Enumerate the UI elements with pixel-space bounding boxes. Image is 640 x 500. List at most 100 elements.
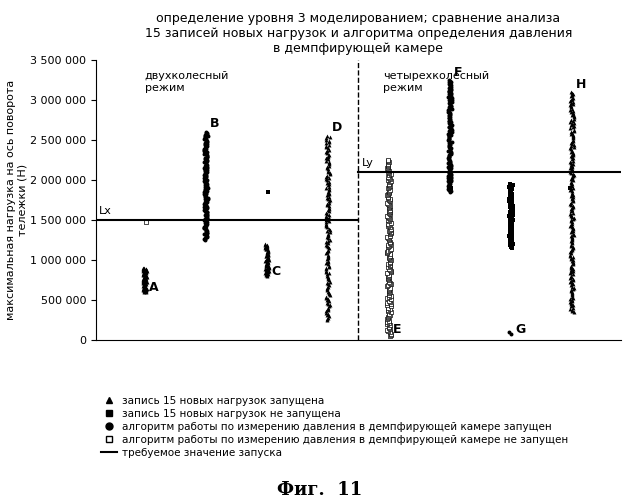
- Point: [383, 306, 393, 314]
- Point: [323, 280, 333, 288]
- Point: [565, 274, 575, 281]
- Point: [444, 137, 454, 145]
- Point: [506, 244, 516, 252]
- Point: [444, 186, 454, 194]
- Point: [383, 235, 394, 243]
- Point: [445, 170, 456, 178]
- Point: [323, 195, 333, 203]
- Point: [568, 225, 579, 233]
- Point: [202, 142, 212, 150]
- Point: [383, 236, 394, 244]
- Point: [262, 244, 272, 252]
- Point: [506, 213, 516, 221]
- Point: [444, 134, 454, 142]
- Point: [140, 280, 150, 288]
- Point: [384, 203, 394, 211]
- Point: [565, 262, 575, 270]
- Point: [446, 131, 456, 139]
- Point: [324, 169, 335, 177]
- Point: [445, 162, 456, 170]
- Point: [199, 223, 209, 231]
- Point: [383, 157, 393, 165]
- Point: [323, 166, 333, 173]
- Point: [566, 290, 577, 298]
- Point: [566, 212, 576, 220]
- Point: [201, 150, 211, 158]
- Point: [565, 268, 575, 276]
- Point: [565, 298, 575, 306]
- Point: [566, 240, 577, 248]
- Point: [321, 266, 332, 274]
- Point: [565, 270, 575, 278]
- Point: [568, 184, 578, 192]
- Point: [141, 278, 152, 285]
- Point: [567, 296, 577, 304]
- Text: A: A: [149, 280, 159, 293]
- Point: [200, 155, 211, 163]
- Point: [199, 147, 209, 155]
- Point: [504, 182, 515, 190]
- Point: [384, 290, 394, 298]
- Point: [141, 218, 151, 226]
- Text: четырехколесный
режим: четырехколесный режим: [383, 71, 489, 93]
- Point: [566, 287, 576, 295]
- Point: [383, 287, 394, 295]
- Point: [140, 283, 150, 291]
- Point: [385, 308, 396, 316]
- Point: [384, 207, 394, 215]
- Point: [445, 120, 455, 128]
- Point: [139, 280, 149, 288]
- Point: [565, 200, 575, 207]
- Point: [199, 216, 209, 224]
- Point: [138, 273, 148, 281]
- Point: [565, 158, 575, 166]
- Point: [321, 294, 332, 302]
- Point: [324, 278, 335, 285]
- Point: [444, 82, 454, 90]
- Point: [445, 178, 455, 186]
- Point: [324, 182, 335, 190]
- Point: [568, 131, 579, 139]
- Point: [322, 172, 332, 179]
- Point: [504, 226, 515, 234]
- Point: [323, 252, 333, 260]
- Point: [202, 136, 212, 144]
- Point: [566, 262, 576, 270]
- Point: [446, 150, 456, 158]
- Point: [566, 235, 577, 243]
- Point: [324, 189, 334, 197]
- Point: [201, 135, 211, 143]
- Point: [200, 139, 211, 147]
- Point: [202, 132, 212, 140]
- Point: [323, 216, 333, 224]
- Point: [324, 185, 334, 193]
- Point: [385, 206, 396, 214]
- Point: [567, 307, 577, 315]
- Point: [202, 152, 212, 160]
- Point: [383, 241, 394, 249]
- Point: [383, 181, 394, 189]
- Point: [383, 184, 394, 192]
- Point: [201, 197, 211, 205]
- Point: [446, 82, 456, 90]
- Point: [508, 218, 518, 226]
- Point: [202, 154, 212, 162]
- Point: [139, 270, 149, 278]
- Point: [568, 94, 578, 102]
- Point: [321, 218, 332, 226]
- Point: [568, 160, 578, 168]
- Point: [567, 288, 577, 296]
- Point: [140, 268, 150, 276]
- Point: [202, 180, 212, 188]
- Point: [324, 190, 335, 198]
- Point: [382, 212, 392, 220]
- Point: [385, 226, 395, 234]
- Point: [262, 241, 272, 249]
- Point: [321, 308, 332, 316]
- Point: [321, 208, 332, 216]
- Point: [323, 208, 333, 216]
- Point: [567, 104, 577, 112]
- Point: [199, 224, 209, 232]
- Point: [566, 128, 576, 136]
- Point: [324, 211, 334, 219]
